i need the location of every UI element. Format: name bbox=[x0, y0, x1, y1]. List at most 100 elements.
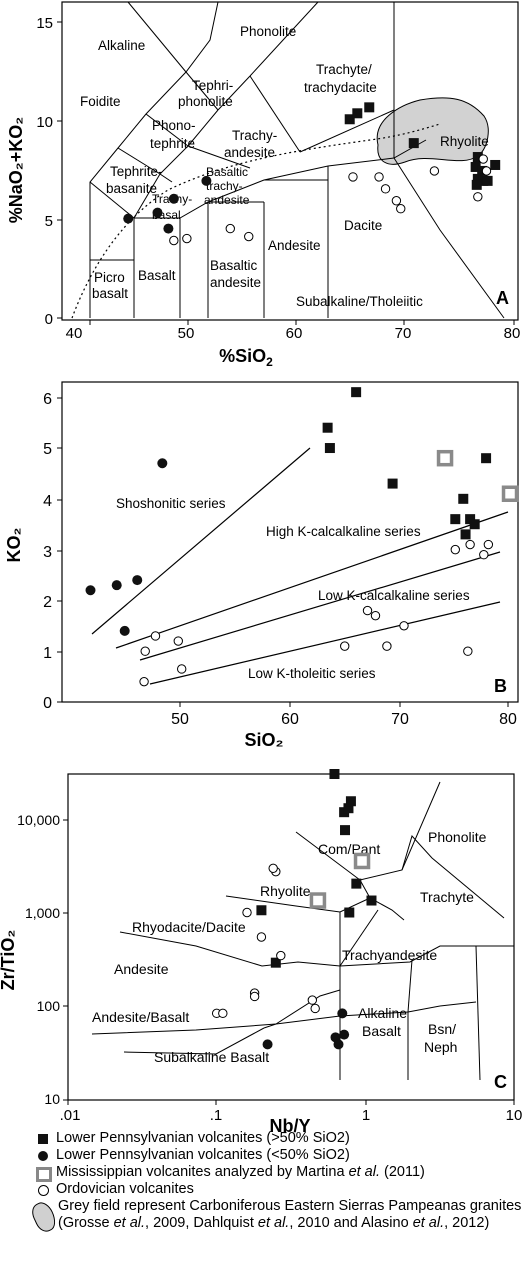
kso-ytick-1: 1 bbox=[43, 645, 52, 662]
panel-a-letter: A bbox=[496, 288, 509, 308]
marker-lp-high bbox=[364, 102, 375, 113]
marker-ordovician bbox=[150, 631, 161, 641]
marker-lp-low bbox=[152, 207, 163, 218]
marker-lp-high bbox=[472, 173, 483, 184]
zr-ylabel: Zr/TiO₂ bbox=[0, 930, 18, 991]
zr-field-labels: Phonolite Com/Pant Trachyte Rhyolite Rhy… bbox=[92, 829, 487, 1065]
marker-ordovician bbox=[478, 154, 488, 164]
marker-mississippian bbox=[436, 449, 454, 467]
marker-lp-high bbox=[490, 159, 501, 170]
kso-ytick-4: 4 bbox=[43, 493, 52, 510]
legend-label-grey-d: et al. bbox=[257, 1215, 290, 1231]
tas-label-phonotephrite-1: Phono- bbox=[152, 118, 196, 133]
marker-lp-high bbox=[408, 138, 419, 149]
panel-a-tas: 40 50 60 70 80 0 5 10 15 %SiO2 %NaO₂+KO₂… bbox=[6, 1, 520, 369]
tas-points bbox=[123, 102, 501, 246]
tas-label-trachyte-1: Trachyte/ bbox=[316, 62, 372, 77]
tas-xtick-60: 60 bbox=[286, 325, 303, 342]
marker-ordovician bbox=[244, 231, 254, 242]
tas-label-phonolite: Phonolite bbox=[240, 24, 296, 39]
kso-label-tholeiitic: Low K-tholeitic series bbox=[248, 666, 376, 681]
kso-ytick-5: 5 bbox=[43, 441, 52, 458]
zr-field-boundaries bbox=[91, 781, 514, 1081]
marker-lp-high bbox=[352, 108, 363, 119]
marker-ordovician bbox=[140, 646, 150, 656]
panel-c-letter: C bbox=[494, 1072, 507, 1092]
marker-ordovician bbox=[310, 1003, 320, 1014]
tas-label-dacite: Dacite bbox=[344, 218, 382, 233]
kso-ytick-2: 2 bbox=[43, 594, 52, 611]
tas-label-subalkaline: Subalkaline/Tholeiitic bbox=[296, 294, 423, 309]
tas-label-phonotephrite-2: tephrite bbox=[150, 136, 195, 151]
legend-label-grey-f: et al. bbox=[412, 1215, 445, 1231]
kso-label-shoshonitic: Shoshonitic series bbox=[116, 496, 226, 511]
tas-label-basandesite-1: Basaltic bbox=[210, 258, 258, 273]
kso-xtick-60: 60 bbox=[281, 711, 299, 728]
marker-lp-low bbox=[157, 458, 168, 469]
kso-xlabel: SiO₂ bbox=[244, 730, 283, 750]
marker-ordovician bbox=[481, 166, 492, 176]
zr-ytick-1000: 1,000 bbox=[25, 905, 60, 921]
panel-c-axes: .01 .1 1 10 10 100 1,000 10,000 Nb/Y Zr/… bbox=[0, 812, 522, 1136]
marker-lp-high bbox=[256, 905, 267, 916]
tas-label-andesite: Andesite bbox=[268, 238, 321, 253]
marker-ordovician bbox=[173, 636, 183, 646]
legend-item-ord: Ordovician volcanites bbox=[34, 1181, 524, 1198]
tas-label-tephriphonolite-2: phonolite bbox=[178, 94, 233, 109]
grey-field-swatch-icon bbox=[28, 1199, 60, 1235]
panel-a-frame bbox=[61, 1, 519, 321]
zr-xtick-001: .01 bbox=[60, 1107, 81, 1124]
alkaline-subalkaline-divider bbox=[71, 123, 441, 319]
legend-label-miss-a: Mississippian volcanites analyzed by Mar… bbox=[56, 1164, 349, 1180]
marker-lp-high bbox=[450, 514, 461, 525]
tas-label-tephriphonolite-1: Tephri- bbox=[192, 78, 233, 93]
marker-lp-high bbox=[322, 422, 333, 433]
tas-label-trachyandesite-1: Trachy- bbox=[232, 128, 277, 143]
marker-lp-low bbox=[163, 223, 174, 234]
marker-lp-high bbox=[344, 907, 355, 918]
tas-field-boundaries bbox=[89, 1, 505, 319]
zr-label-trachyandesite: Trachyandesite bbox=[342, 947, 437, 963]
kso-label-lowk: Low K-calcalkaline series bbox=[318, 588, 470, 603]
zr-label-compant: Com/Pant bbox=[318, 841, 380, 857]
kso-series-labels: Shoshonitic series High K-calcalkaline s… bbox=[116, 496, 470, 681]
zr-xlabel: Nb/Y bbox=[269, 1116, 310, 1136]
marker-lp-low bbox=[111, 580, 122, 591]
panel-b-frame bbox=[61, 381, 519, 703]
legend-label-grey-g: , 2012) bbox=[444, 1215, 490, 1231]
tas-label-tephrite-2: basanite bbox=[106, 181, 157, 196]
marker-ordovician bbox=[396, 204, 406, 214]
tas-ylabel: %NaO₂+KO₂ bbox=[6, 117, 26, 224]
legend-label-lp-high: Lower Pennsylvanian volcanites (>50% SiO… bbox=[56, 1130, 350, 1146]
marker-ordovician bbox=[268, 863, 278, 874]
marker-ordovician bbox=[380, 184, 391, 194]
marker-ordovician bbox=[465, 539, 475, 550]
marker-ordovician bbox=[399, 621, 409, 631]
panel-b-kso: 50 60 70 80 0 1 2 3 4 5 6 SiO₂ KO₂ B Sho… bbox=[4, 381, 519, 750]
marker-lp-high bbox=[387, 478, 398, 489]
zr-ytick-100: 100 bbox=[37, 998, 61, 1014]
marker-lp-high bbox=[345, 796, 356, 807]
marker-lp-low bbox=[262, 1039, 273, 1050]
zr-label-andbas: Andesite/Basalt bbox=[92, 1009, 189, 1025]
figure-legend: Lower Pennsylvanian volcanites (>50% SiO… bbox=[28, 1130, 524, 1235]
marker-lp-low bbox=[333, 1039, 344, 1050]
marker-ordovician bbox=[276, 950, 286, 961]
tas-ytick-15: 15 bbox=[36, 15, 53, 32]
marker-lp-low bbox=[123, 213, 134, 224]
kso-ytick-0: 0 bbox=[43, 695, 52, 712]
marker-ordovician bbox=[370, 610, 381, 621]
zr-points bbox=[211, 769, 377, 1050]
marker-lp-high bbox=[329, 769, 340, 779]
open-circle-marker-icon bbox=[38, 1185, 49, 1196]
marker-mississippian bbox=[501, 485, 519, 502]
marker-ordovician bbox=[218, 1008, 228, 1019]
marker-ordovician bbox=[307, 995, 318, 1005]
panel-b-axes: 50 60 70 80 0 1 2 3 4 5 6 SiO₂ KO₂ B bbox=[4, 391, 517, 750]
kso-label-highk: High K-calcalkaline series bbox=[266, 524, 421, 539]
tas-label-alkaline: Alkaline bbox=[98, 38, 145, 53]
legend-label-grey-e: , 2010 and Alasino bbox=[289, 1215, 413, 1231]
tas-label-tephrite-1: Tephrite- bbox=[110, 164, 163, 179]
legend-item-miss: Mississippian volcanites analyzed by Mar… bbox=[34, 1164, 524, 1182]
